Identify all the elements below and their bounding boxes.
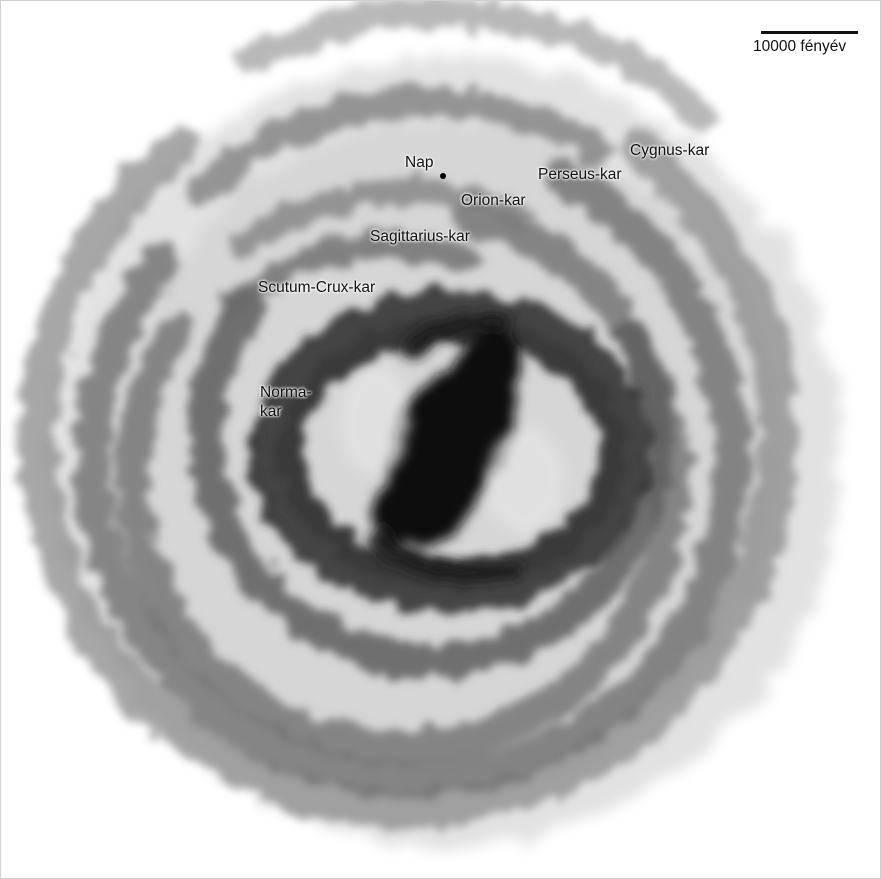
label-cygnus-arm: Cygnus-kar <box>630 142 710 159</box>
inner-ring <box>250 290 652 612</box>
scale-bar-label: 10000 fényév <box>753 38 847 55</box>
sun-label: Nap <box>405 154 434 171</box>
galactic-bar <box>366 314 521 582</box>
outer-arms <box>18 1 797 828</box>
label-perseus-arm: Perseus-kar <box>538 166 622 183</box>
sun-marker <box>440 173 446 179</box>
label-norma-arm: Norma- kar <box>260 384 312 420</box>
label-scutum-crux-arm: Scutum-Crux-kar <box>258 279 376 296</box>
label-sagittarius-arm: Sagittarius-kar <box>370 228 470 245</box>
ring-gaps <box>341 366 564 536</box>
label-orion-arm: Orion-kar <box>461 192 526 209</box>
scale-bar <box>761 31 858 34</box>
